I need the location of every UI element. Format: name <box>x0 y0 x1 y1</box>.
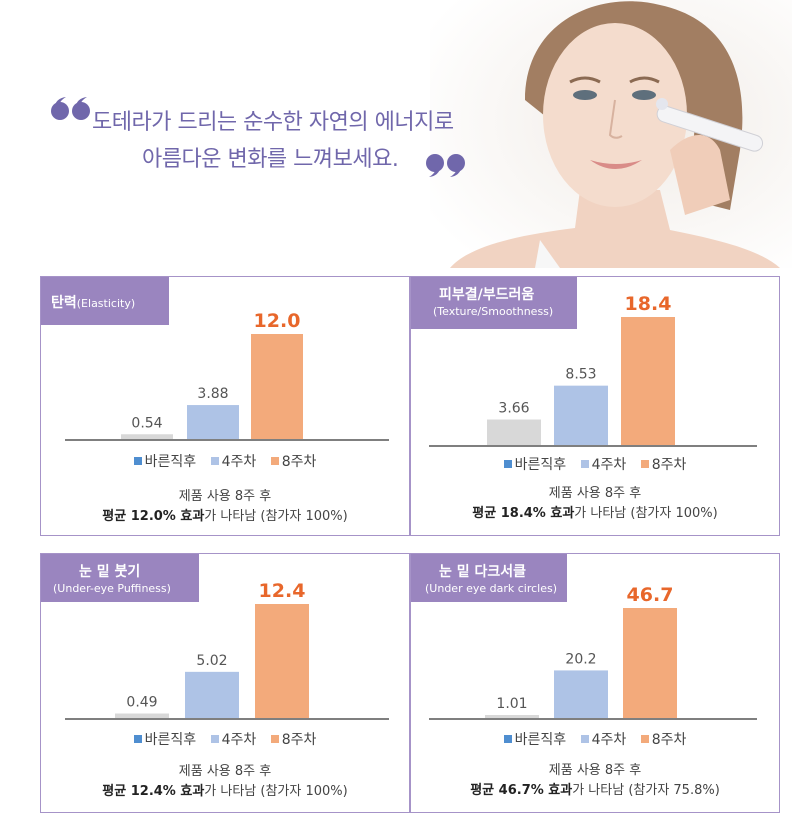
panel-title: 피부결/부드러움 <box>439 287 535 303</box>
chart-panel-puffiness: 눈 밑 붓기 (Under-eye Puffiness) 0.49 5.02 12.… <box>40 553 410 813</box>
panel-title: 눈 밑 다크서클 <box>439 564 527 580</box>
legend-item-immediate: 바른직후 <box>133 451 196 471</box>
caption-line2: 평균 12.0% 효과가 나타남 (참가자 100%) <box>102 509 348 524</box>
chart-panel-elasticity: 탄력(Elasticity) 0.54 3.88 12.0 바른직후 4주차 8주차… <box>40 276 410 536</box>
value-label-8weeks: 46.7 <box>627 584 674 606</box>
value-label-immediate: 3.66 <box>498 401 529 417</box>
legend-swatch <box>133 457 142 465</box>
panel-subtitle: (Elasticity) <box>76 297 136 310</box>
legend-swatch <box>210 735 219 743</box>
bar-chart: 0.49 5.02 12.4 <box>65 580 389 720</box>
legend-swatch <box>503 460 512 468</box>
value-label-4weeks: 3.88 <box>197 386 228 402</box>
bar-4weeks <box>554 385 608 445</box>
close-quote-icon <box>426 154 465 177</box>
bar-immediate <box>121 434 173 439</box>
caption-line1: 제품 사용 8주 후 <box>548 763 642 778</box>
legend-item-4weeks: 4주차 <box>210 451 256 471</box>
caption-line1: 제품 사용 8주 후 <box>548 486 642 501</box>
legend-item-8weeks: 8주차 <box>270 729 316 749</box>
open-quote-icon <box>51 97 90 120</box>
legend-item-4weeks: 4주차 <box>210 729 256 749</box>
chart-legend: 바른직후 4주차 8주차 <box>411 454 779 474</box>
chart-legend: 바른직후 4주차 8주차 <box>41 729 409 749</box>
bar-8weeks <box>623 608 677 718</box>
panel-subtitle: (Under eye dark circles) <box>425 582 558 595</box>
bar-8weeks <box>251 334 303 439</box>
bar-chart: 0.54 3.88 12.0 <box>65 310 389 441</box>
model-photo <box>430 0 792 268</box>
legend-swatch <box>580 460 589 468</box>
bar-4weeks <box>185 671 239 718</box>
headline-line2: 아름다운 변화를 느껴보세요. <box>142 147 399 172</box>
bar-immediate <box>485 715 539 718</box>
bar-8weeks <box>255 604 309 718</box>
legend-swatch <box>580 735 589 743</box>
bar-chart: 1.01 20.2 46.7 <box>429 584 757 720</box>
panel-title: 눈 밑 붓기 <box>79 564 141 580</box>
legend-swatch <box>133 735 142 743</box>
value-label-immediate: 0.49 <box>126 694 157 710</box>
legend-item-immediate: 바른직후 <box>503 454 566 474</box>
legend-item-8weeks: 8주차 <box>640 454 686 474</box>
panel-title: 탄력(Elasticity) <box>51 295 136 311</box>
value-label-immediate: 0.54 <box>131 415 162 431</box>
value-label-4weeks: 5.02 <box>196 653 227 669</box>
value-label-4weeks: 8.53 <box>565 367 596 383</box>
bar-4weeks <box>187 405 239 439</box>
bar-8weeks <box>621 317 675 445</box>
legend-item-immediate: 바른직후 <box>133 729 196 749</box>
legend-item-4weeks: 4주차 <box>580 454 626 474</box>
value-label-8weeks: 12.0 <box>254 310 301 332</box>
legend-item-8weeks: 8주차 <box>640 729 686 749</box>
caption-line2: 평균 18.4% 효과가 나타남 (참가자 100%) <box>472 506 718 521</box>
headline-line1: 도테라가 드리는 순수한 자연의 에너지로 <box>92 110 454 135</box>
legend-item-8weeks: 8주차 <box>270 451 316 471</box>
panel-subtitle: (Under-eye Puffiness) <box>53 582 171 595</box>
legend-item-immediate: 바른직후 <box>503 729 566 749</box>
legend-item-4weeks: 4주차 <box>580 729 626 749</box>
caption-line1: 제품 사용 8주 후 <box>178 764 272 779</box>
panel-subtitle: (Texture/Smoothness) <box>433 305 554 318</box>
bar-immediate <box>115 713 169 718</box>
legend-swatch <box>270 735 279 743</box>
chart-legend: 바른직후 4주차 8주차 <box>41 451 409 471</box>
value-label-8weeks: 12.4 <box>259 580 306 602</box>
bar-4weeks <box>554 670 608 718</box>
value-label-4weeks: 20.2 <box>565 651 596 667</box>
panel-title-tag: 눈 밑 붓기 (Under-eye Puffiness) <box>41 554 199 602</box>
bar-chart: 3.66 8.53 18.4 <box>429 293 757 447</box>
value-label-8weeks: 18.4 <box>625 293 672 315</box>
caption-line2: 평균 46.7% 효과가 나타남 (참가자 75.8%) <box>470 783 720 798</box>
caption-line2: 평균 12.4% 효과가 나타남 (참가자 100%) <box>102 784 348 799</box>
panel-title-tag: 탄력(Elasticity) <box>41 277 169 325</box>
panel-title-tag: 피부결/부드러움 (Texture/Smoothness) <box>411 277 577 329</box>
legend-swatch <box>270 457 279 465</box>
legend-swatch <box>503 735 512 743</box>
chart-panel-dark-circles: 눈 밑 다크서클 (Under eye dark circles) 1.01 20… <box>410 553 780 813</box>
legend-swatch <box>640 735 649 743</box>
bar-immediate <box>487 419 541 445</box>
chart-legend: 바른직후 4주차 8주차 <box>411 729 779 749</box>
legend-swatch <box>210 457 219 465</box>
legend-swatch <box>640 460 649 468</box>
panel-title-tag: 눈 밑 다크서클 (Under eye dark circles) <box>411 554 567 602</box>
chart-panel-texture: 피부결/부드러움 (Texture/Smoothness) 3.66 8.53 18… <box>410 276 780 536</box>
value-label-immediate: 1.01 <box>496 696 527 712</box>
caption-line1: 제품 사용 8주 후 <box>178 489 272 504</box>
